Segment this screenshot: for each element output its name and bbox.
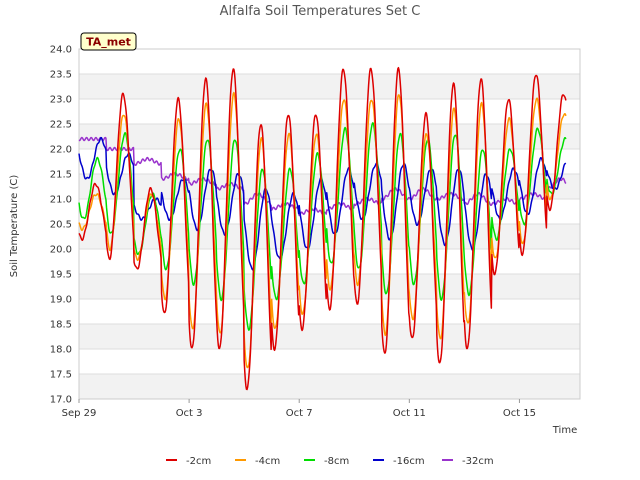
y-tick-label: 17.5 [50, 370, 72, 381]
y-axis-title: Soil Temperature (C) [9, 175, 20, 278]
x-tick-label: Oct 3 [176, 408, 203, 419]
y-tick-label: 17.0 [50, 395, 72, 406]
y-tick-label: 21.5 [50, 170, 72, 181]
station-badge: TA_met [80, 32, 137, 51]
plot-band [79, 374, 580, 399]
x-axis-title: Time [552, 425, 577, 436]
y-tick-label: 24.0 [50, 45, 72, 56]
y-axis-ticks: 17.0 17.5 18.0 18.5 19.0 19.5 20.0 20.5 21.0 21.5… [50, 45, 72, 406]
chart-title: Alfalfa Soil Temperatures Set C [220, 4, 421, 19]
y-tick-label: 22.5 [50, 120, 72, 131]
y-tick-label: 21.0 [50, 195, 72, 206]
plot-band [79, 149, 580, 174]
x-tick-label: Oct 7 [286, 408, 313, 419]
plot-band [79, 74, 580, 99]
y-tick-label: 23.0 [50, 95, 72, 106]
legend-label: -8cm [324, 456, 349, 467]
plot-band [79, 49, 580, 74]
x-tick-label: Sep 29 [62, 408, 97, 419]
series-line-8cmcm [78, 122, 567, 331]
plot-band [79, 99, 580, 124]
x-tick-label: Oct 15 [503, 408, 536, 419]
y-tick-label: 23.5 [50, 70, 72, 81]
station-badge-box [80, 32, 137, 51]
y-tick-label: 20.5 [50, 220, 72, 231]
y-tick-label: 18.5 [50, 320, 72, 331]
legend-label: -32cm [462, 456, 494, 467]
series-lines [78, 66, 567, 391]
plot-band [79, 349, 580, 374]
y-tick-label: 22.0 [50, 145, 72, 156]
station-badge-label: TA_met [86, 36, 131, 49]
y-tick-label: 20.0 [50, 245, 72, 256]
plot-band [79, 224, 580, 249]
y-tick-label: 19.0 [50, 295, 72, 306]
plot-band [79, 124, 580, 149]
plot-band [79, 249, 580, 274]
legend-label: -4cm [255, 456, 280, 467]
x-axis-ticks: Sep 29 Oct 3 Oct 7 Oct 11 Oct 15 [62, 399, 536, 419]
plot-bands [79, 49, 580, 399]
legend-label: -2cm [186, 456, 211, 467]
plot-band [79, 324, 580, 349]
x-tick-label: Oct 11 [393, 408, 426, 419]
series-line-2cmcm [78, 66, 567, 391]
plot-band [79, 299, 580, 324]
legend: -2cm -4cm -8cm -16cm -32cm [166, 456, 494, 467]
legend-label: -16cm [393, 456, 425, 467]
y-tick-label: 19.5 [50, 270, 72, 281]
y-tick-label: 18.0 [50, 345, 72, 356]
